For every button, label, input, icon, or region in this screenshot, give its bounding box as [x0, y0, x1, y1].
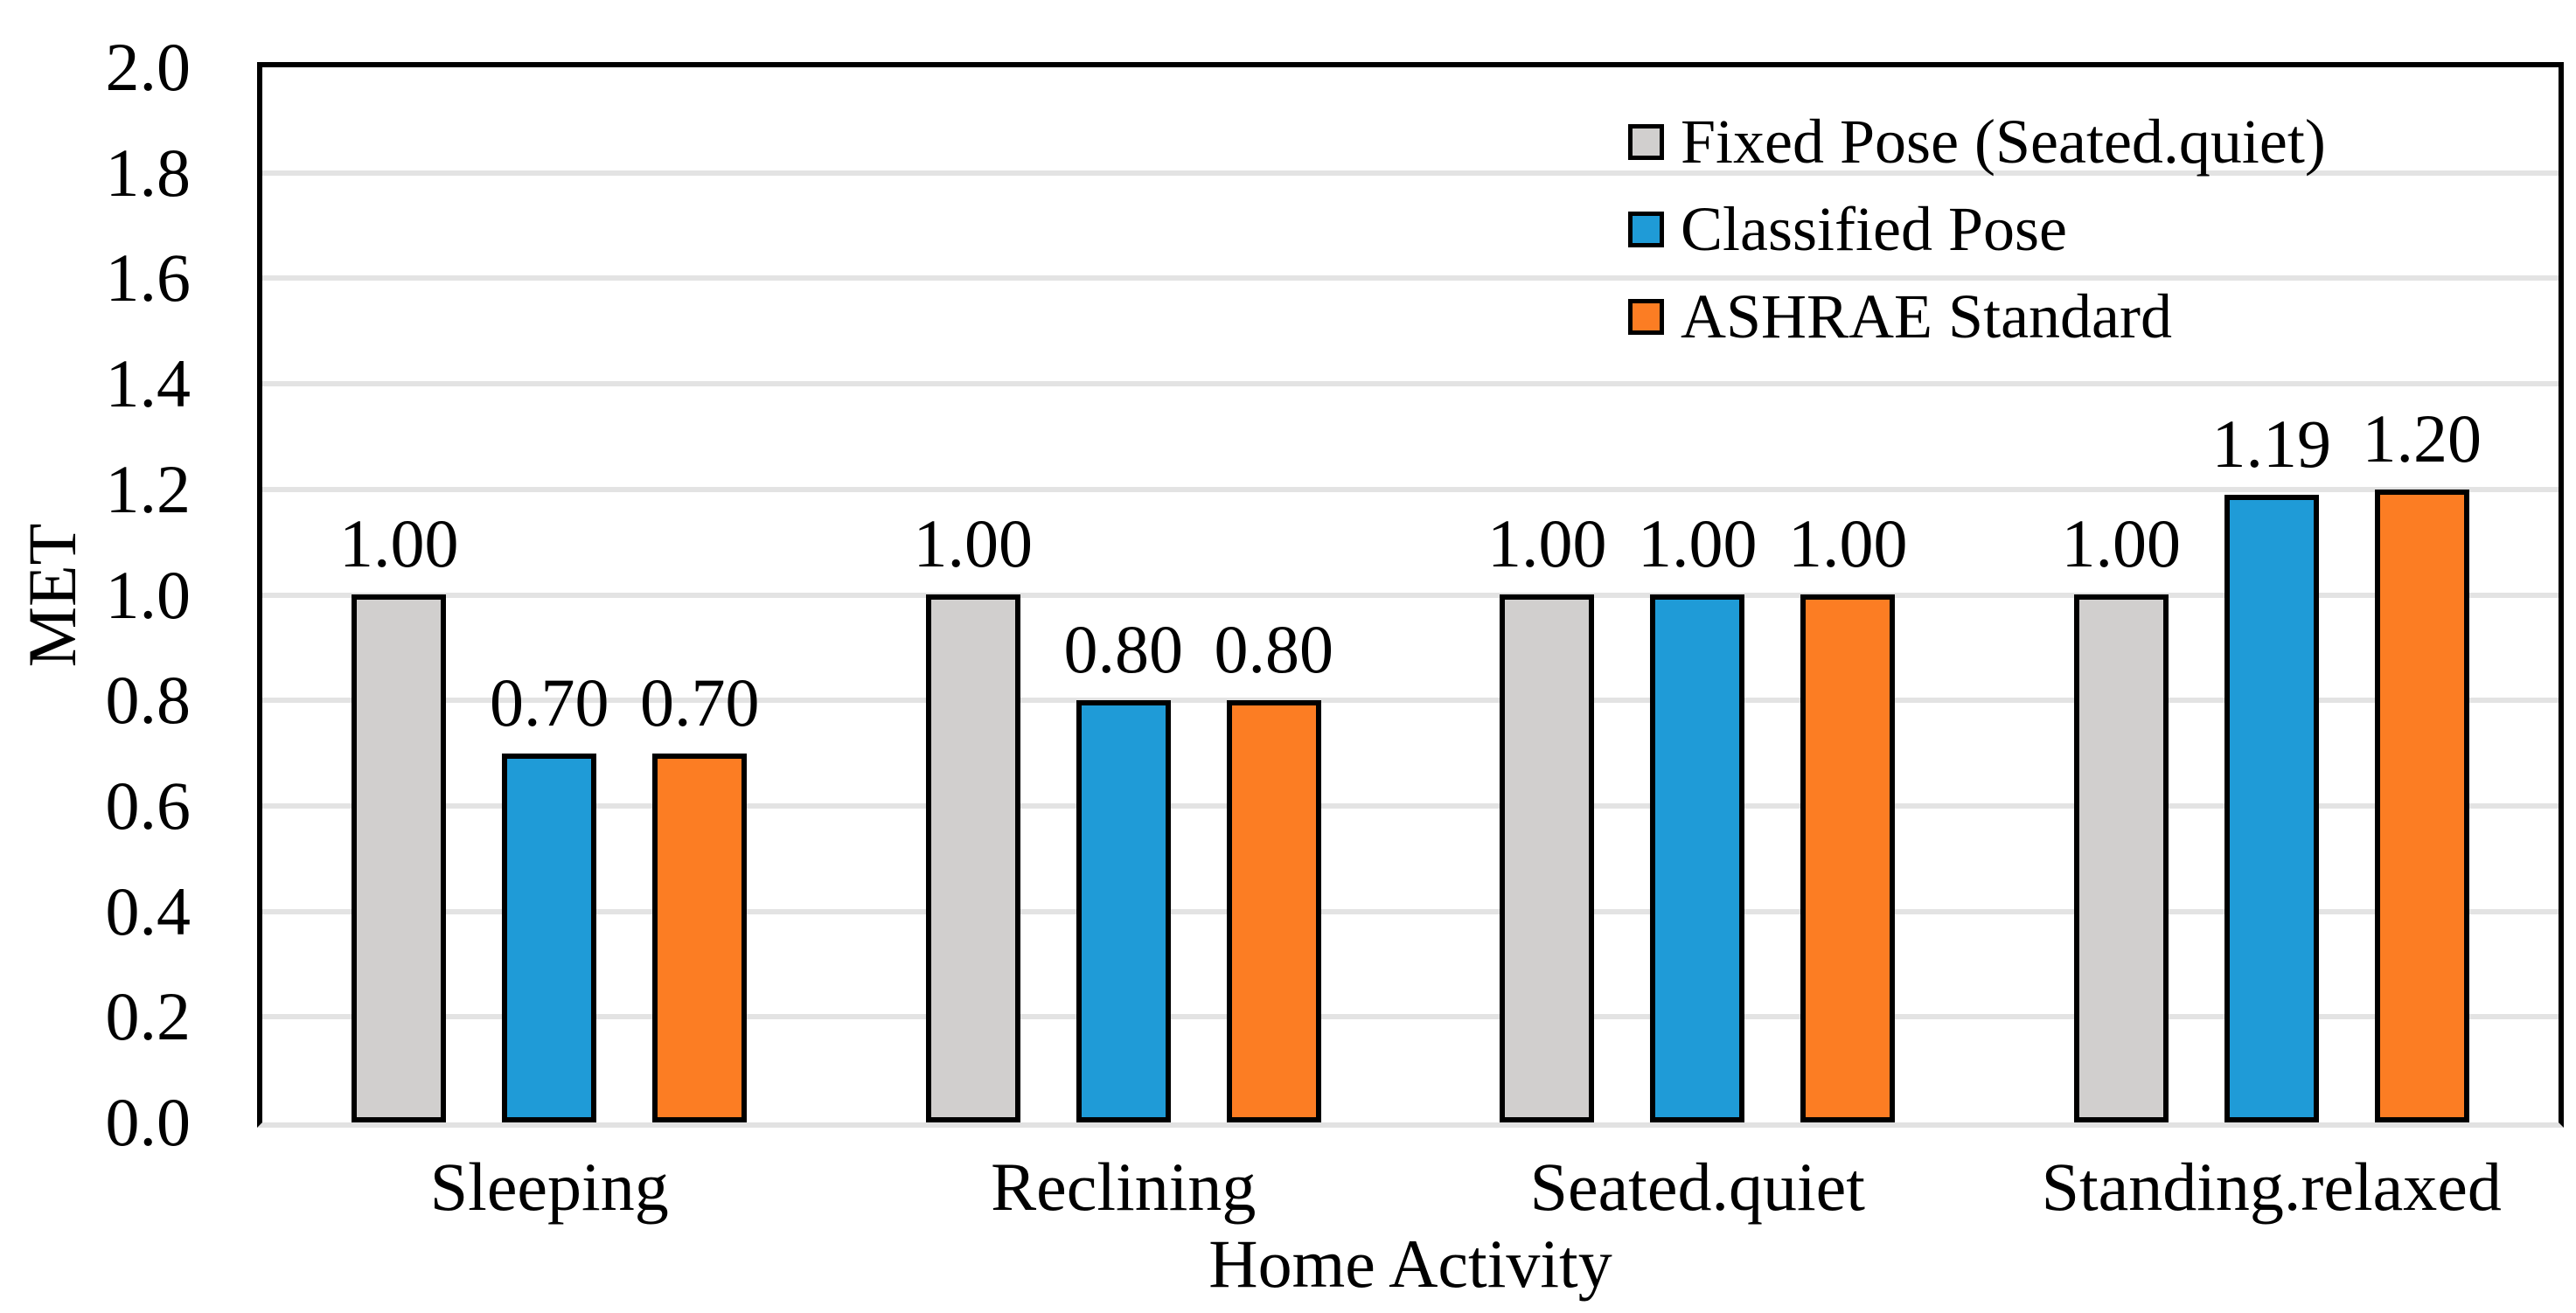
y-tick-label: 2.0 — [105, 29, 191, 105]
legend-item: Fixed Pose (Seated.quiet) — [1628, 98, 2326, 185]
bar-fixed-pose-seated-quiet-seated-quiet — [1500, 594, 1595, 1122]
y-tick-label: 1.8 — [105, 134, 191, 211]
bar-classified-pose-reclining — [1076, 700, 1171, 1122]
bar-ashrae-standard-standing-relaxed — [2374, 490, 2469, 1122]
value-label: 0.70 — [640, 664, 760, 740]
y-tick-label: 0.4 — [105, 872, 191, 949]
legend-item: ASHRAE Standard — [1628, 273, 2326, 360]
value-label: 0.80 — [1214, 611, 1334, 687]
plot-area — [257, 62, 2564, 1128]
value-label: 1.00 — [1788, 505, 1908, 581]
gridline — [262, 275, 2559, 281]
bar-ashrae-standard-seated-quiet — [1800, 594, 1896, 1122]
bar-classified-pose-seated-quiet — [1650, 594, 1745, 1122]
value-label: 1.00 — [2061, 505, 2182, 581]
bar-ashrae-standard-sleeping — [652, 754, 748, 1122]
y-tick-label: 1.4 — [105, 345, 191, 422]
value-label: 1.00 — [1487, 505, 1607, 581]
x-tick-label: Reclining — [991, 1149, 1257, 1225]
legend-label: Classified Pose — [1681, 194, 2067, 264]
value-label: 1.20 — [2362, 400, 2482, 476]
x-tick-label: Sleeping — [429, 1149, 669, 1225]
x-tick-label: Standing.relaxed — [2041, 1149, 2502, 1225]
legend-label: Fixed Pose (Seated.quiet) — [1681, 107, 2326, 177]
gridline — [262, 698, 2559, 704]
bar-fixed-pose-seated-quiet-reclining — [925, 594, 1020, 1122]
legend-swatch — [1628, 123, 1664, 160]
gridline — [262, 802, 2559, 809]
legend-item: Classified Pose — [1628, 185, 2326, 273]
y-tick-label: 1.6 — [105, 240, 191, 316]
value-label: 1.00 — [339, 505, 459, 581]
y-tick-label: 0.6 — [105, 767, 191, 844]
value-label: 1.00 — [1638, 505, 1758, 581]
bar-classified-pose-sleeping — [502, 754, 597, 1122]
y-tick-label: 0.2 — [105, 978, 191, 1055]
bar-fixed-pose-seated-quiet-sleeping — [352, 594, 447, 1122]
legend: Fixed Pose (Seated.quiet) Classified Pose… — [1628, 98, 2326, 360]
y-tick-label: 0.8 — [105, 662, 191, 739]
bar-ashrae-standard-reclining — [1226, 700, 1321, 1122]
gridline — [262, 908, 2559, 914]
y-tick-label: 0.0 — [105, 1084, 191, 1160]
x-axis-title: Home Activity — [1208, 1226, 1612, 1302]
value-label: 0.70 — [490, 664, 609, 740]
value-label: 1.19 — [2211, 406, 2332, 482]
y-tick-label: 1.2 — [105, 450, 191, 527]
bar-classified-pose-standing-relaxed — [2224, 495, 2319, 1122]
legend-swatch — [1628, 298, 1664, 335]
gridline — [262, 486, 2559, 492]
x-tick-label: Seated.quiet — [1529, 1149, 1865, 1225]
gridline — [262, 1014, 2559, 1020]
bar-fixed-pose-seated-quiet-standing-relaxed — [2073, 594, 2169, 1122]
value-label: 1.00 — [913, 505, 1034, 581]
legend-label: ASHRAE Standard — [1681, 281, 2172, 351]
value-label: 0.80 — [1063, 611, 1184, 687]
gridline — [262, 592, 2559, 598]
legend-swatch — [1628, 211, 1664, 247]
gridline — [262, 170, 2559, 176]
y-tick-label: 1.0 — [105, 556, 191, 633]
gridline — [262, 381, 2559, 387]
